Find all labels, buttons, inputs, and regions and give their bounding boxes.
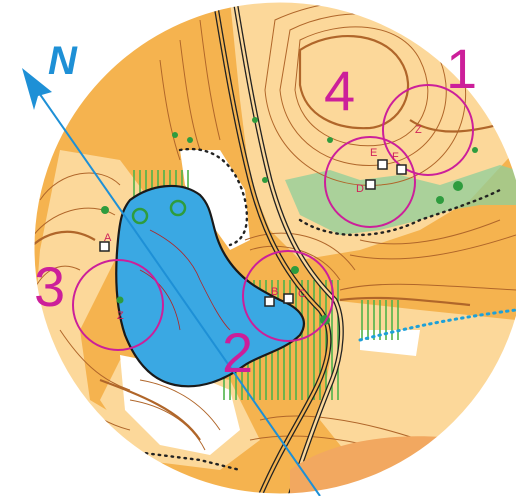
stream (358, 308, 516, 342)
circle-number-2: 2 (222, 321, 253, 384)
white-forest-south (120, 355, 240, 455)
control-code-D: D (356, 183, 364, 195)
control-marker-D: D (356, 179, 376, 195)
lake (115, 184, 305, 388)
control-code-E: E (370, 147, 377, 159)
control-code-B: B (271, 286, 278, 298)
control-marker-B: B (264, 286, 278, 307)
circle-number-4: 4 (324, 59, 355, 122)
control-marker-A: A (99, 232, 112, 252)
north-line (29, 79, 321, 496)
white-forest-north (180, 150, 250, 250)
control-marker-F: F (392, 151, 407, 175)
map-edge (33, 1, 516, 495)
circle-number-1: 1 (446, 37, 477, 100)
north-arrow-icon (22, 68, 52, 110)
dotted-boundaries (118, 147, 502, 472)
control-markers: A B C D E F Z Z (99, 124, 422, 322)
control-circle-1 (382, 84, 474, 176)
control-circle-4 (324, 136, 416, 228)
control-marker-C: C (283, 288, 306, 304)
lake-marsh-detail (139, 229, 231, 331)
control-circles (72, 84, 474, 351)
control-circle-3 (72, 259, 164, 351)
green-rings (131, 199, 187, 225)
control-code-Z-1: Z (415, 124, 422, 136)
control-marker-E: E (370, 147, 388, 170)
north-label: N (48, 39, 78, 83)
index-contours (34, 35, 516, 441)
green-point-features (101, 117, 478, 325)
control-code-C: C (298, 288, 306, 300)
control-code-F: F (392, 151, 399, 163)
circle-number-3: 3 (34, 255, 65, 318)
control-code-Z-3: Z (117, 310, 124, 322)
tracks (212, 2, 344, 494)
control-code-A: A (104, 232, 112, 244)
control-circle-2 (242, 250, 334, 342)
